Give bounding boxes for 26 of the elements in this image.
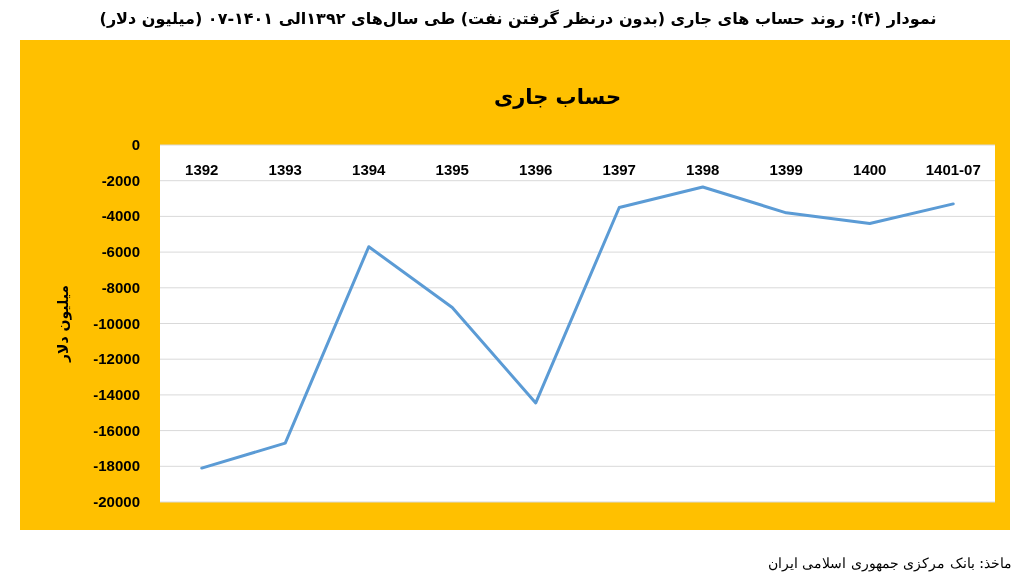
y-tick-label: -6000 xyxy=(101,243,140,261)
y-tick-label: -8000 xyxy=(101,278,140,296)
y-tick-label: 0 xyxy=(131,136,140,153)
y-tick-label: -18000 xyxy=(93,457,140,475)
y-tick-label: -10000 xyxy=(93,314,140,332)
y-tick-label: -20000 xyxy=(93,493,140,510)
x-tick-label: 1393 xyxy=(268,161,302,178)
chart-subtitle: حساب جاری xyxy=(493,85,622,109)
x-tick-label: 1395 xyxy=(435,161,469,178)
chart-title: نمودار (۴): روند حساب های جاری (بدون درنظر گرفتن نفت) طی سال‌های ۱۳۹۲الی ۱۴۰۱-۰۷ (میلیون دلار) xyxy=(99,9,937,28)
y-tick-label: -12000 xyxy=(93,350,140,368)
x-tick-label: 1394 xyxy=(352,161,387,178)
x-tick-label: 1397 xyxy=(602,161,636,178)
x-tick-label: 1399 xyxy=(769,161,803,178)
y-axis-title: میلیون دلار xyxy=(55,284,72,364)
y-tick-label: -14000 xyxy=(93,385,140,403)
x-tick-label: 1396 xyxy=(519,161,553,178)
x-tick-label: 1400 xyxy=(853,161,887,178)
x-tick-label: 1392 xyxy=(185,161,219,178)
x-tick-label: 1401-07 xyxy=(925,161,981,178)
text: ماخذ: بانک مرکزی جمهوری اسلامی ایران xyxy=(768,555,1012,572)
x-tick-label: 1398 xyxy=(686,161,720,178)
line-series xyxy=(200,185,955,470)
y-tick-label: -4000 xyxy=(101,207,140,225)
y-tick-label: -2000 xyxy=(101,171,140,189)
y-tick-label: -16000 xyxy=(93,421,140,439)
